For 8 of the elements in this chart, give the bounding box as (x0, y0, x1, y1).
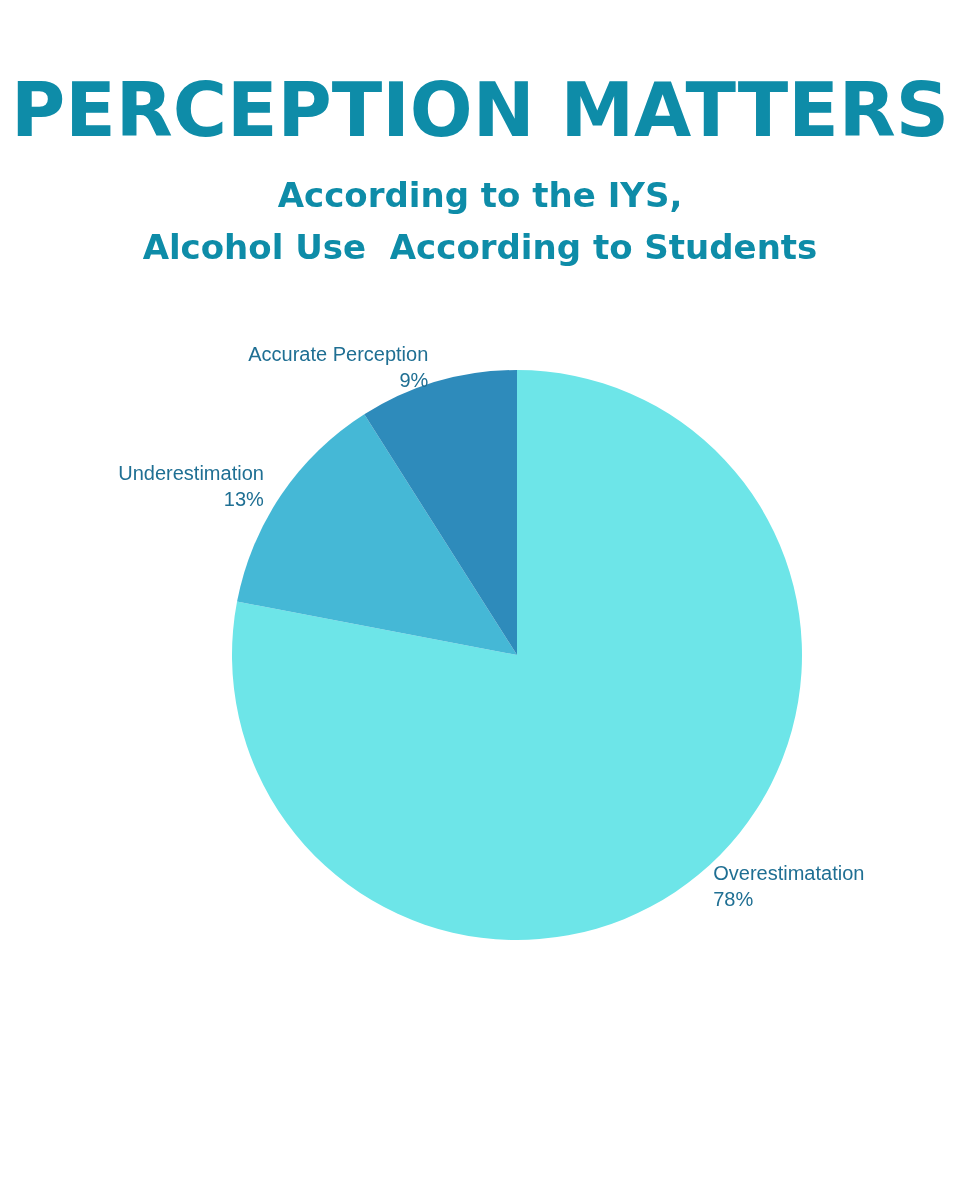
chart-subtitle: According to the IYS, Alcohol Use According to Students (142, 175, 818, 267)
data-label: 13% (223, 488, 265, 511)
chart-title: PERCEPTION MATTERS (10, 67, 950, 153)
data-label: 9% (399, 368, 429, 391)
slice-label: Overestimatation (713, 862, 865, 885)
slice-label: Underestimation (118, 462, 264, 485)
slice-label: Accurate Perception (248, 342, 429, 365)
data-label: 78% (713, 888, 754, 911)
